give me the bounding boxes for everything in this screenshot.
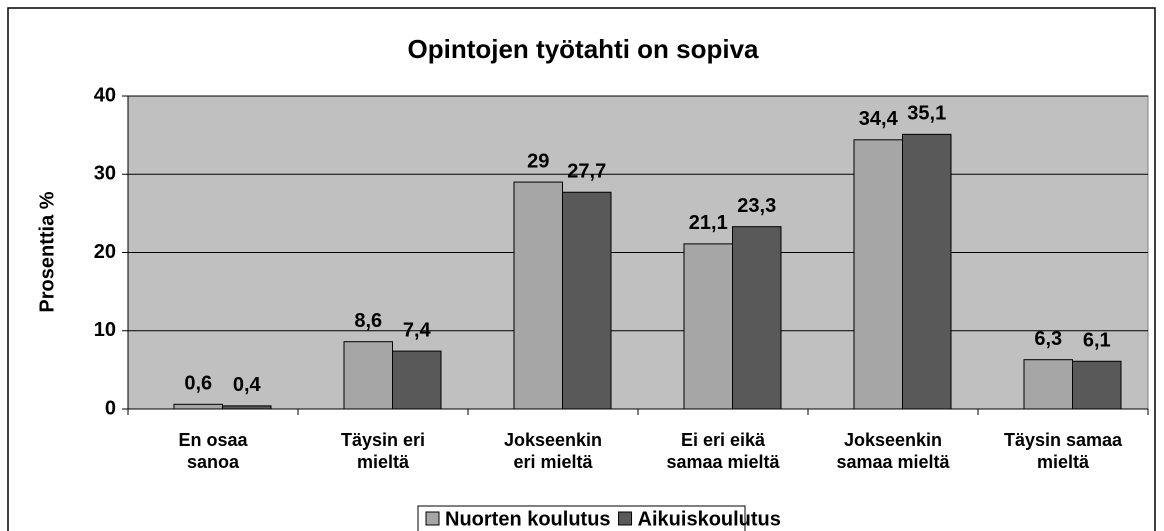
bar	[1072, 360, 1122, 410]
bar	[902, 133, 952, 410]
legend-label: Nuorten koulutus	[445, 508, 611, 530]
data-label: 0,4	[233, 374, 262, 396]
y-tick-label: 30	[94, 163, 116, 185]
bar	[1023, 359, 1073, 410]
bar	[513, 181, 563, 410]
data-label: 8,6	[354, 310, 382, 332]
data-label: 34,4	[859, 108, 899, 130]
legend-box	[417, 505, 746, 531]
x-tick-label: En osaa sanoa	[178, 430, 248, 472]
data-label: 0,6	[184, 373, 212, 395]
data-label: 29	[527, 150, 549, 172]
chart-title: Opintojen työtahti on sopiva	[408, 34, 760, 64]
data-label: 23,3	[737, 195, 776, 217]
data-label: 21,1	[689, 212, 728, 234]
y-axis-title: Prosenttia %	[36, 191, 58, 312]
bar	[173, 403, 223, 410]
data-label: 35,1	[907, 103, 946, 125]
y-tick-label: 20	[94, 241, 116, 263]
bar	[853, 139, 903, 410]
x-tick-label: Täysin eri mieltä	[340, 430, 426, 472]
bar	[222, 405, 272, 410]
y-tick-label: 0	[105, 397, 116, 419]
x-tick-label: Jokseenkin samaa mieltä	[836, 430, 950, 472]
x-tick-label: Täysin samaa mieltä	[1003, 430, 1123, 472]
bar	[392, 350, 442, 410]
x-tick-label: Ei eri eikä samaa mieltä	[666, 430, 780, 472]
data-label: 27,7	[567, 161, 606, 183]
y-tick-label: 40	[94, 84, 116, 106]
data-label: 6,1	[1083, 330, 1111, 352]
y-tick-label: 10	[94, 319, 116, 341]
legend-swatch	[618, 511, 633, 526]
legend-label: Aikuiskoulutus	[638, 508, 781, 530]
legend-swatch	[425, 511, 440, 526]
data-label: 6,3	[1034, 328, 1062, 350]
bar	[732, 226, 782, 410]
bar	[562, 191, 612, 410]
data-label: 7,4	[403, 319, 432, 341]
bar	[343, 341, 393, 410]
bar	[683, 243, 733, 410]
x-tick-label: Jokseenkin eri mieltä	[503, 430, 603, 472]
